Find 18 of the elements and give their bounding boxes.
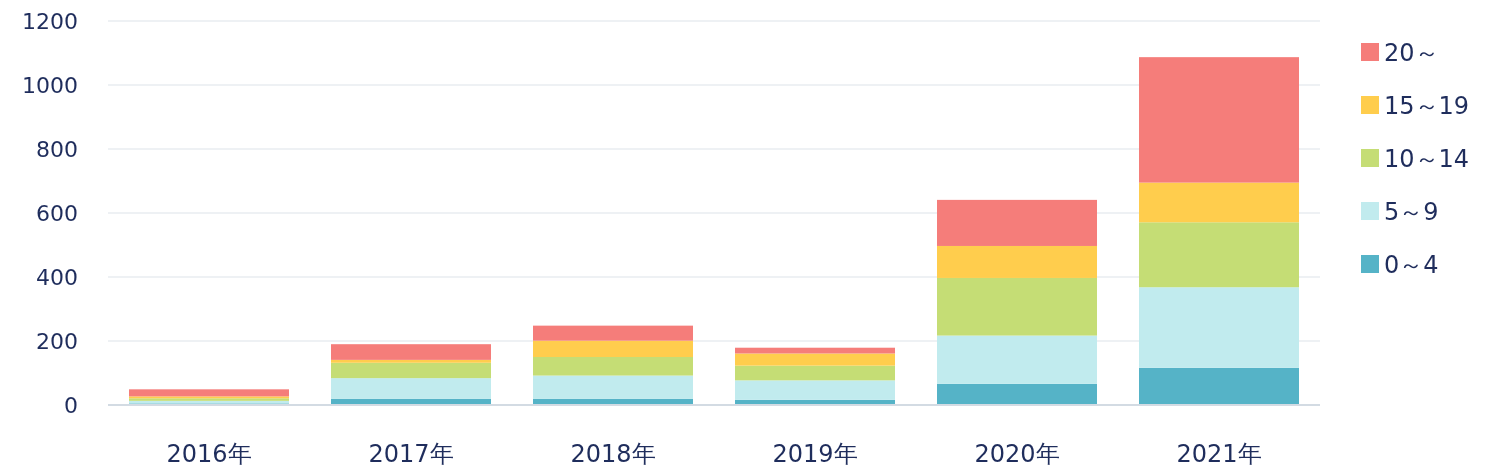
y-tick-label: 400 <box>36 265 78 290</box>
y-tick-label: 1000 <box>22 73 78 98</box>
y-tick-label: 800 <box>36 137 78 162</box>
legend-label: 20～ <box>1384 39 1439 67</box>
legend-label: 15～19 <box>1384 92 1470 120</box>
legend-label: 5～9 <box>1384 198 1439 226</box>
y-tick-label: 0 <box>64 393 78 418</box>
x-tick-label: 2021年 <box>1176 440 1262 467</box>
y-tick-label: 200 <box>36 329 78 354</box>
y-tick-label: 1200 <box>22 9 78 34</box>
legend-label: 0～4 <box>1384 251 1439 279</box>
x-tick-label: 2018年 <box>570 440 656 467</box>
y-tick-label: 600 <box>36 201 78 226</box>
x-tick-label: 2020年 <box>974 440 1060 467</box>
x-tick-label: 2019年 <box>772 440 858 467</box>
x-tick-label: 2016年 <box>166 440 252 467</box>
legend-label: 10～14 <box>1384 145 1470 173</box>
x-tick-label: 2017年 <box>368 440 454 467</box>
